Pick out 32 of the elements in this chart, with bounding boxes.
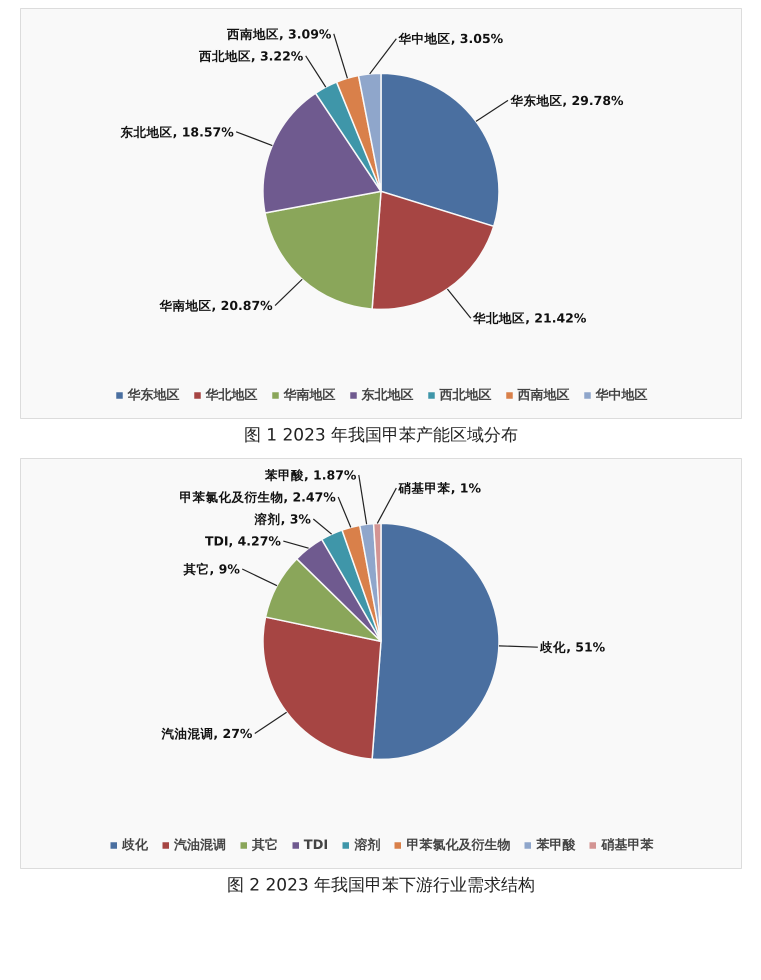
data-label: 苯甲酸, 1.87% xyxy=(264,468,357,483)
legend-label: TDI xyxy=(304,838,328,852)
data-label: 硝基甲苯, 1% xyxy=(398,480,482,496)
caption: 图 2 2023 年我国甲苯下游行业需求结构 xyxy=(226,876,536,896)
data-label: 溶剂, 3% xyxy=(254,512,312,527)
data-label: 华南地区, 20.87% xyxy=(158,298,274,314)
data-label: 华中地区, 3.05% xyxy=(398,31,504,46)
legend-label: 歧化 xyxy=(122,837,148,854)
data-label: 东北地区, 18.57% xyxy=(120,124,234,140)
data-label: 华北地区, 21.42% xyxy=(472,310,587,326)
legend-label: 其它 xyxy=(252,836,278,854)
legend-label: 硝基甲苯 xyxy=(601,837,654,854)
legend-label: 汽油混调 xyxy=(174,837,226,854)
data-label: 西南地区, 3.09% xyxy=(226,26,332,42)
data-label: TDI, 4.27% xyxy=(204,534,282,549)
data-label: 汽油混调, 27% xyxy=(160,726,253,741)
legend-label: 西北地区 xyxy=(440,387,492,404)
data-label: 西北地区, 3.22% xyxy=(198,48,304,64)
legend-label: 华南地区 xyxy=(284,387,336,404)
caption: 图 1 2023 年我国甲苯产能区域分布 xyxy=(244,426,518,446)
legend-label: 苯甲酸 xyxy=(536,837,576,854)
legend-label: 溶剂 xyxy=(354,836,380,854)
legend-label: 东北地区 xyxy=(362,386,414,404)
data-label: 华东地区, 29.78% xyxy=(509,92,624,108)
legend-label: 华中地区 xyxy=(596,387,648,404)
legend-label: 西南地区 xyxy=(518,387,570,404)
legend-label: 华北地区 xyxy=(206,387,258,404)
data-label: 其它, 9% xyxy=(182,562,240,576)
data-label: 甲苯氯化及衍生物, 2.47% xyxy=(179,490,336,505)
legend-label: 华东地区 xyxy=(128,386,180,404)
data-label: 歧化, 51% xyxy=(539,640,606,655)
legend-label: 甲苯氯化及衍生物 xyxy=(406,837,510,854)
